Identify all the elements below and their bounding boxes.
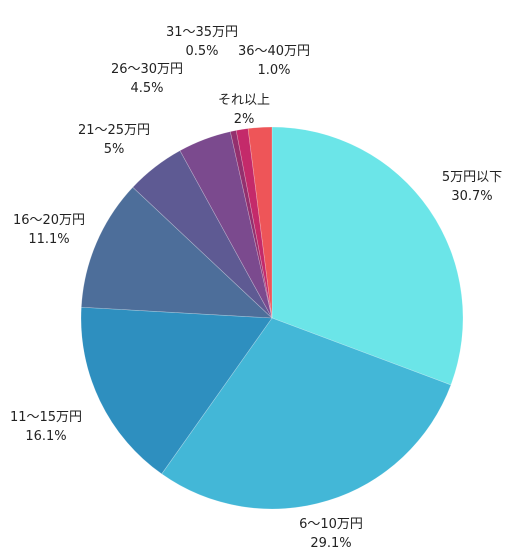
pie-slice-2: [80, 306, 273, 475]
pie-slice-5: [179, 131, 273, 319]
slice-value-label: 1.0%: [257, 63, 290, 78]
slice-value-label: 0.5%: [185, 44, 218, 59]
slice-category-label: それ以上: [218, 93, 270, 108]
pie-slice-7: [235, 128, 273, 319]
pie-labels: 5万円以下 30.7% 6〜10万円 29.1% 11〜15万円 16.1% 16〜20万円…: [10, 25, 502, 551]
slice-value-label: 5%: [104, 142, 125, 157]
pie-slice-0: [271, 126, 464, 386]
slice-category-label: 11〜15万円: [10, 410, 82, 425]
slice-value-label: 16.1%: [25, 429, 66, 444]
slice-category-label: 31〜35万円: [166, 25, 238, 40]
pie-slices: [80, 126, 464, 510]
slice-value-label: 4.5%: [130, 81, 163, 96]
pie-slice-3: [80, 186, 273, 319]
slice-category-label: 36〜40万円: [238, 44, 310, 59]
pie-slice-4: [132, 150, 273, 319]
slice-value-label: 2%: [234, 112, 255, 127]
pie-slice-6: [229, 130, 273, 319]
slice-category-label: 26〜30万円: [111, 62, 183, 77]
slice-category-label: 6〜10万円: [299, 517, 363, 532]
slice-value-label: 29.1%: [310, 536, 351, 551]
pie-slice-8: [247, 126, 273, 319]
slice-category-label: 21〜25万円: [78, 123, 150, 138]
slice-value-label: 30.7%: [451, 189, 492, 204]
slice-category-label: 5万円以下: [442, 170, 502, 185]
slice-category-label: 16〜20万円: [13, 213, 85, 228]
pie-slice-1: [161, 317, 452, 510]
slice-value-label: 11.1%: [28, 232, 69, 247]
